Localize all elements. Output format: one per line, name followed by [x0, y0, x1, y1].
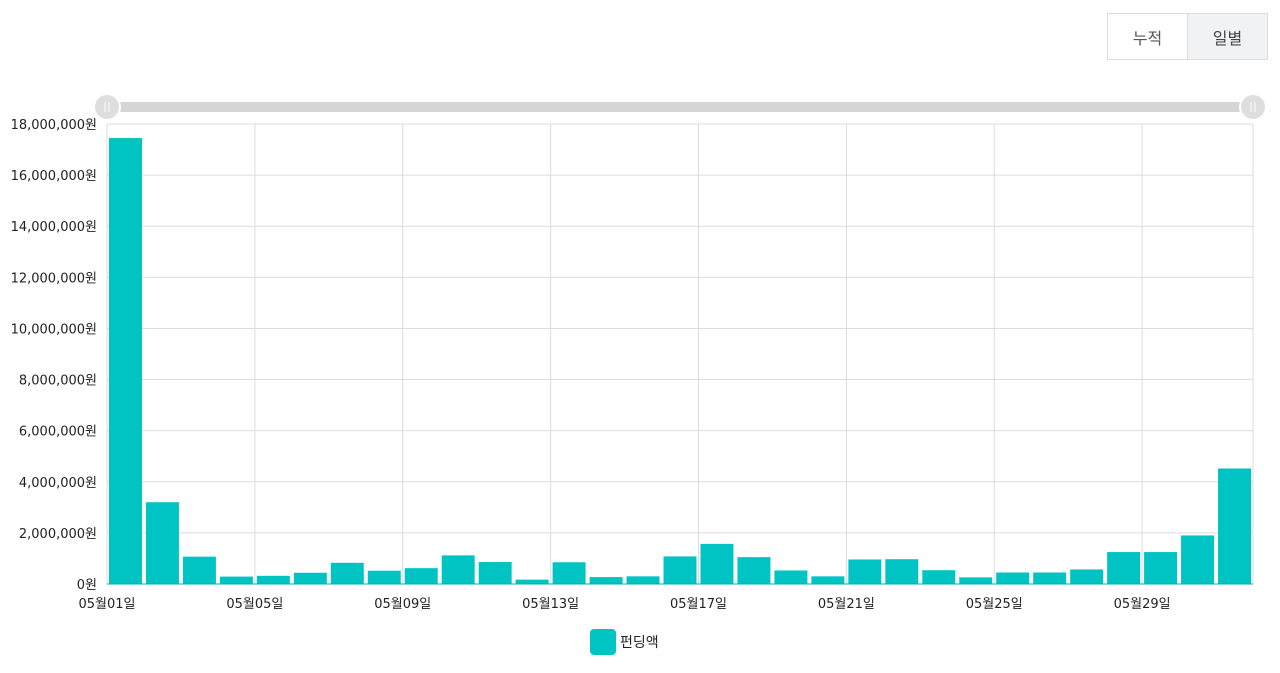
bar[interactable] — [330, 562, 364, 584]
y-tick-label: 6,000,000원 — [19, 425, 97, 440]
bar[interactable] — [996, 572, 1030, 585]
view-toggle: 누적 일별 — [1107, 13, 1268, 60]
bar[interactable] — [922, 570, 956, 584]
chart-legend[interactable]: 펀딩액 — [590, 629, 659, 655]
x-tick-label: 05월29일 — [1114, 597, 1171, 612]
bar[interactable] — [145, 502, 179, 584]
bar[interactable] — [885, 559, 919, 584]
x-tick-label: 05월13일 — [522, 597, 579, 612]
bar[interactable] — [367, 570, 401, 584]
bar[interactable] — [256, 575, 290, 584]
y-tick-label: 0원 — [77, 578, 97, 593]
range-slider-right-handle[interactable] — [1239, 93, 1267, 121]
bar[interactable] — [737, 557, 771, 584]
legend-swatch — [590, 629, 616, 655]
bar[interactable] — [182, 556, 216, 584]
bar[interactable] — [552, 562, 586, 584]
funding-bar-chart: 0원 2,000,000원 4,000,000원 6,000,000원 8,000,00… — [11, 93, 1267, 612]
bar[interactable] — [404, 568, 438, 584]
legend-label: 펀딩액 — [620, 635, 659, 651]
bar[interactable] — [293, 572, 327, 584]
cumulative-toggle-button[interactable]: 누적 — [1108, 14, 1187, 59]
bar[interactable] — [1218, 468, 1251, 584]
bar[interactable] — [626, 576, 660, 584]
y-tick-label: 8,000,000원 — [19, 374, 97, 389]
x-tick-label: 05월21일 — [818, 597, 875, 612]
bar[interactable] — [589, 577, 623, 584]
bar[interactable] — [1070, 569, 1104, 584]
x-tick-label: 05월17일 — [670, 597, 727, 612]
y-tick-label: 14,000,000원 — [11, 220, 97, 235]
bar[interactable] — [663, 556, 697, 584]
range-slider-track[interactable] — [108, 102, 1252, 112]
bar[interactable] — [515, 579, 549, 584]
y-tick-label: 4,000,000원 — [19, 476, 97, 491]
y-tick-label: 2,000,000원 — [19, 527, 97, 542]
bar[interactable] — [1181, 535, 1215, 584]
bar[interactable] — [848, 559, 882, 584]
y-tick-label: 16,000,000원 — [11, 169, 97, 184]
bar[interactable] — [1107, 552, 1141, 584]
y-tick-label: 18,000,000원 — [11, 118, 97, 133]
daily-toggle-button[interactable]: 일별 — [1187, 14, 1267, 59]
bar[interactable] — [441, 555, 475, 584]
y-tick-label: 12,000,000원 — [11, 271, 97, 286]
x-tick-label: 05월25일 — [966, 597, 1023, 612]
bar[interactable] — [478, 562, 512, 584]
bar[interactable] — [1033, 572, 1067, 585]
bar[interactable] — [219, 576, 253, 584]
bar[interactable] — [1144, 552, 1178, 584]
bar[interactable] — [700, 543, 734, 584]
x-tick-label: 05월09일 — [374, 597, 431, 612]
x-tick-label: 05월05일 — [226, 597, 283, 612]
bar[interactable] — [774, 570, 808, 584]
range-slider-left-handle[interactable] — [93, 93, 121, 121]
y-tick-label: 10,000,000원 — [11, 322, 97, 337]
bar[interactable] — [959, 577, 993, 584]
bar[interactable] — [811, 576, 845, 584]
bar[interactable] — [109, 138, 142, 585]
x-tick-label: 05월01일 — [78, 597, 135, 612]
